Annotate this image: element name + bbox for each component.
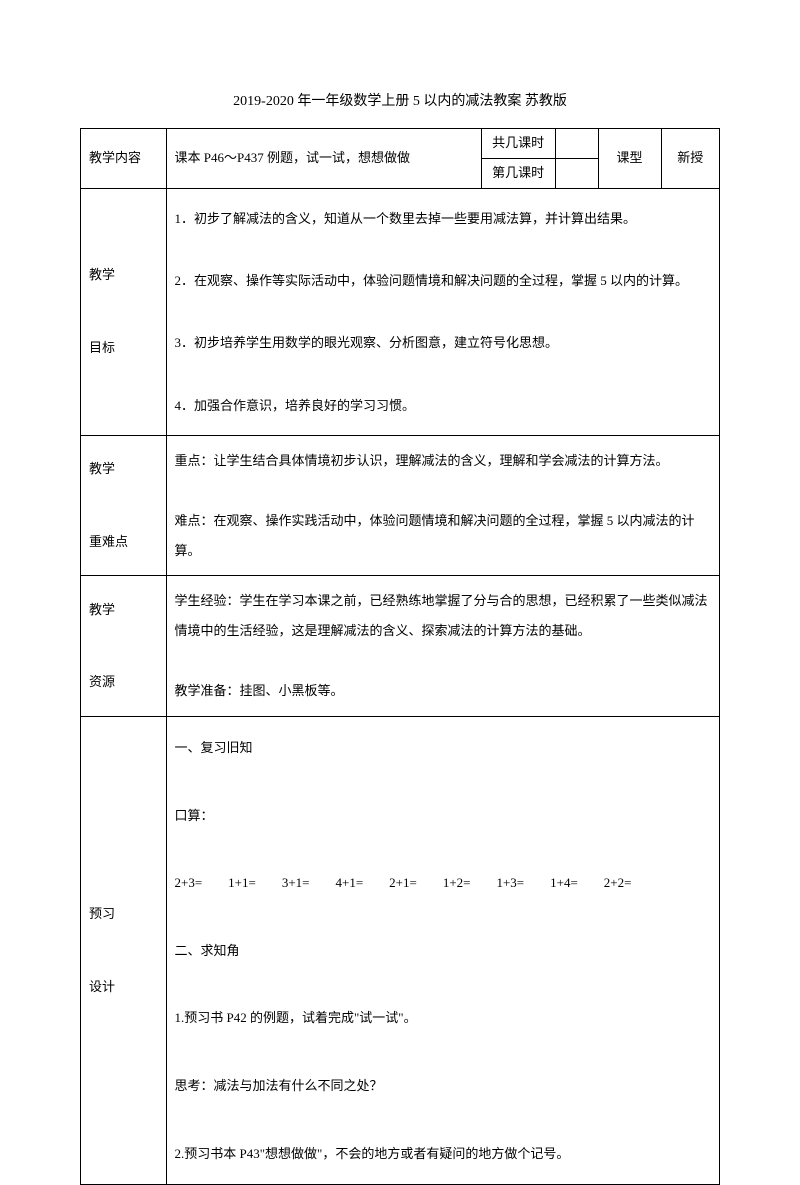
row-resources: 教学 资源 学生经验：学生在学习本课之前，已经熟练地掌握了分与合的思想，已经积累…	[81, 576, 720, 717]
cell-periods-total-label: 共几课时	[481, 129, 555, 159]
goals-label-1: 教学	[89, 257, 158, 293]
row-goals: 教学 目标 1．初步了解减法的含义，知道从一个数里去掉一些要用减法算，并计算出结…	[81, 188, 720, 435]
cell-difficulty-content: 重点：让学生结合具体情境初步认识，理解减法的含义，理解和学会减法的计算方法。 难…	[166, 435, 720, 576]
difficulty-label-1: 教学	[89, 451, 158, 487]
difficulty-key: 重点：让学生结合具体情境初步认识，理解减法的含义，理解和学会减法的计算方法。	[175, 446, 712, 476]
preview-h2: 口算：	[175, 799, 712, 833]
resources-prep: 教学准备：挂图、小黑板等。	[175, 676, 712, 706]
lesson-plan-table: 教学内容 课本 P46～P437 例题，试一试，想想做做 共几课时 课型 新授 …	[80, 128, 720, 1185]
preview-p3: 2.预习书本 P43"想想做做"，不会的地方或者有疑问的地方做个记号。	[175, 1137, 712, 1171]
label-teaching-goals: 教学 目标	[81, 188, 167, 435]
cell-textbook-ref: 课本 P46～P437 例题，试一试，想想做做	[166, 129, 481, 189]
preview-h3: 二、求知角	[175, 934, 712, 968]
goal-3: 3．初步培养学生用数学的眼光观察、分析图意，建立符号化思想。	[175, 327, 712, 358]
cell-periods-which-label: 第几课时	[481, 158, 555, 188]
label-preview: 预习 设计	[81, 717, 167, 1185]
difficulty-hard: 难点：在观察、操作实践活动中，体验问题情境和解决问题的全过程，掌握 5 以内减法…	[175, 506, 712, 566]
resources-label-1: 教学	[89, 592, 158, 628]
cell-periods-which-value	[555, 158, 598, 188]
preview-p1: 1.预习书 P42 的例题，试着完成"试一试"。	[175, 1001, 712, 1035]
label-difficulty: 教学 重难点	[81, 435, 167, 576]
goal-2: 2．在观察、操作等实际活动中，体验问题情境和解决问题的全过程，掌握 5 以内的计…	[175, 265, 712, 296]
cell-preview-content: 一、复习旧知 口算： 2+3= 1+1= 3+1= 4+1= 2+1= 1+2=…	[166, 717, 720, 1185]
resources-experience: 学生经验：学生在学习本课之前，已经熟练地掌握了分与合的思想，已经积累了一些类似减…	[175, 586, 712, 646]
preview-equations: 2+3= 1+1= 3+1= 4+1= 2+1= 1+2= 1+3= 1+4= …	[175, 866, 712, 900]
preview-h1: 一、复习旧知	[175, 731, 712, 765]
preview-label-2: 设计	[89, 969, 158, 1005]
cell-resources-content: 学生经验：学生在学习本课之前，已经熟练地掌握了分与合的思想，已经积累了一些类似减…	[166, 576, 720, 717]
goals-label-2: 目标	[89, 330, 158, 366]
goal-1: 1．初步了解减法的含义，知道从一个数里去掉一些要用减法算，并计算出结果。	[175, 203, 712, 234]
row-difficulty: 教学 重难点 重点：让学生结合具体情境初步认识，理解减法的含义，理解和学会减法的…	[81, 435, 720, 576]
resources-label-2: 资源	[89, 664, 158, 700]
row-preview: 预习 设计 一、复习旧知 口算： 2+3= 1+1= 3+1= 4+1= 2+1…	[81, 717, 720, 1185]
cell-goals-content: 1．初步了解减法的含义，知道从一个数里去掉一些要用减法算，并计算出结果。 2．在…	[166, 188, 720, 435]
cell-class-type-value: 新授	[661, 129, 720, 189]
label-resources: 教学 资源	[81, 576, 167, 717]
cell-class-type-label: 课型	[598, 129, 661, 189]
preview-p2: 思考：减法与加法有什么不同之处？	[175, 1069, 712, 1103]
label-teaching-content: 教学内容	[81, 129, 167, 189]
cell-periods-total-value	[555, 129, 598, 159]
goal-4: 4．加强合作意识，培养良好的学习习惯。	[175, 390, 712, 421]
difficulty-label-2: 重难点	[89, 524, 158, 560]
page-title: 2019-2020 年一年级数学上册 5 以内的减法教案 苏教版	[80, 90, 720, 110]
row-content: 教学内容 课本 P46～P437 例题，试一试，想想做做 共几课时 课型 新授	[81, 129, 720, 159]
preview-label-1: 预习	[89, 896, 158, 932]
